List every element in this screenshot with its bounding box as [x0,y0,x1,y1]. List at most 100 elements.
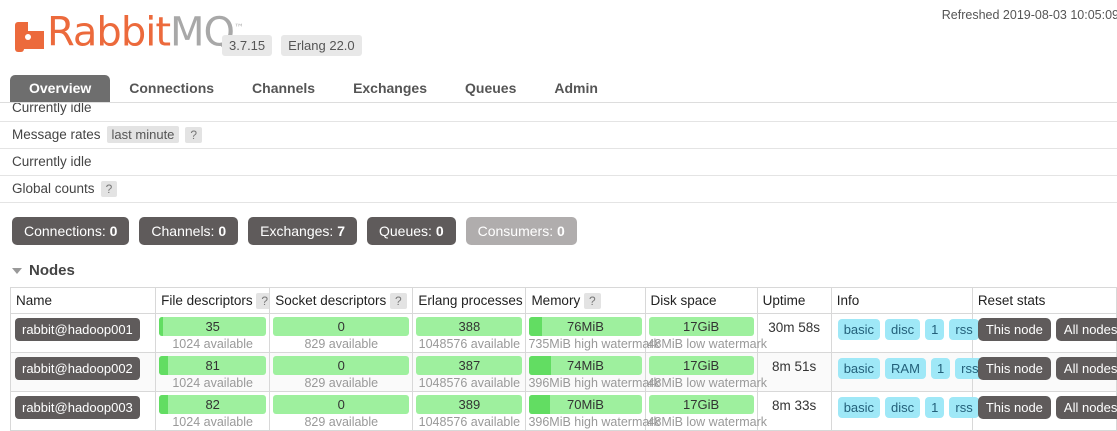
disk-space-subtext: 48MiB low watermark [647,415,768,429]
count-button-connections[interactable]: Connections: 0 [12,217,130,245]
cell-file-descriptors: 35 1024 available [155,313,271,353]
file-descriptors-value: 35 [205,319,220,334]
count-button-channels[interactable]: Channels: 0 [139,217,239,245]
rabbit-logo-icon [12,19,44,53]
info-badge-basic[interactable]: basic [837,319,881,340]
nodes-title: Nodes [29,262,75,279]
count-button-queues[interactable]: Queues: 0 [367,217,456,245]
memory-help-icon[interactable]: ? [583,293,601,309]
info-badge-1[interactable]: 1 [930,358,951,379]
cell-node-name: rabbit@hadoop002 [9,352,157,392]
column-header-memory[interactable]: Memory ? [525,287,646,314]
erlang-processes-value: 388 [458,319,481,334]
tab-admin[interactable]: Admin [535,75,617,102]
reset-this-node-button[interactable]: This node [977,396,1051,419]
info-badge-disc[interactable]: disc [885,397,921,418]
tab-overview[interactable]: Overview [10,75,111,102]
tab-channels[interactable]: Channels [233,75,335,102]
socket-descriptors-bar: 0 [273,356,410,375]
info-badge-rss[interactable]: rss [949,397,979,418]
message-rates-help-icon[interactable]: ? [185,126,203,143]
socket-descriptors-subtext: 829 available [304,337,379,351]
column-header-socket-descriptors[interactable]: Socket descriptors ? [269,287,414,314]
column-header-disk-space[interactable]: Disk space [644,287,758,314]
uptime-value: 8m 51s [772,359,817,374]
global-counts-help-icon[interactable]: ? [100,180,118,197]
reset-all-nodes-button[interactable]: All nodes [1055,318,1117,341]
bar-fill [529,317,542,336]
socket-descriptors-help-icon[interactable]: ? [390,293,407,309]
file-descriptors-bar: 35 [159,317,267,336]
count-label: Exchanges: [260,223,334,239]
global-counts-row: Global counts ? [0,176,1117,203]
memory-value: 74MiB [567,358,604,373]
info-badge-ram[interactable]: RAM [885,358,926,379]
reset-all-nodes-button[interactable]: All nodes [1055,357,1117,380]
tab-connections[interactable]: Connections [110,75,234,102]
cell-uptime: 8m 33s [756,391,832,431]
file-descriptors-value: 81 [205,358,220,373]
bar-fill [529,395,550,414]
message-rates-period-selector[interactable]: last minute [106,126,180,143]
cell-erlang-processes: 387 1048576 available [412,352,527,392]
cell-reset-stats: This node All nodes [971,313,1117,353]
count-button-exchanges[interactable]: Exchanges: 7 [248,217,357,245]
trademark-symbol: ™ [234,23,244,34]
column-header-info[interactable]: Info [830,287,973,314]
file-descriptors-subtext: 1024 available [172,376,253,390]
erlang-processes-bar: 389 [416,395,523,414]
info-badge-rss[interactable]: rss [949,319,979,340]
memory-bar: 74MiB [529,356,642,375]
tab-exchanges[interactable]: Exchanges [334,75,446,102]
count-button-consumers[interactable]: Consumers: 0 [465,217,577,245]
column-header-reset-stats[interactable]: Reset stats [971,287,1117,314]
count-label: Connections: [24,223,106,239]
info-badge-basic[interactable]: basic [837,397,881,418]
memory-value: 76MiB [567,319,604,334]
logo-text: RabbitMQ™ [47,12,244,52]
column-header-file-descriptors[interactable]: File descriptors ? [155,287,271,314]
file-descriptors-subtext: 1024 available [172,337,253,351]
cell-file-descriptors: 82 1024 available [155,391,271,431]
currently-idle-text: Currently idle [12,154,92,169]
memory-subtext: 735MiB high watermark [528,337,660,351]
nodes-table: Name File descriptors ? Socket descripto… [9,287,1117,431]
memory-subtext: 396MiB high watermark [528,415,660,429]
node-name-link[interactable]: rabbit@hadoop002 [15,357,140,380]
disk-space-bar: 17GiB [648,356,754,375]
column-header-uptime[interactable]: Uptime [756,287,832,314]
node-name-link[interactable]: rabbit@hadoop003 [15,396,140,419]
info-badge-1[interactable]: 1 [925,319,945,340]
rabbitmq-logo[interactable]: RabbitMQ™ [12,12,244,53]
count-value: 0 [105,223,118,239]
info-badge-disc[interactable]: disc [885,319,921,340]
count-label: Consumers: [477,223,554,239]
column-header-erlang-processes[interactable]: Erlang processes [412,287,527,314]
reset-this-node-button[interactable]: This node [977,357,1051,380]
file-descriptors-bar: 81 [159,356,267,375]
memory-bar: 70MiB [529,395,642,414]
cell-disk-space: 17GiB 48MiB low watermark [644,391,768,431]
uptime-value: 8m 33s [772,398,817,413]
reset-all-nodes-button[interactable]: All nodes [1055,396,1117,419]
info-badge-1[interactable]: 1 [925,397,945,418]
clipped-idle-line: Currently idle [0,100,1117,122]
cell-node-name: rabbit@hadoop001 [9,313,157,353]
reset-this-node-button[interactable]: This node [977,318,1051,341]
count-value: 7 [333,223,345,239]
node-name-link[interactable]: rabbit@hadoop001 [15,318,140,341]
tab-queues[interactable]: Queues [446,75,536,102]
cell-disk-space: 17GiB 48MiB low watermark [644,352,767,392]
disk-space-value: 17GiB [683,397,720,412]
info-badge-basic[interactable]: basic [837,358,881,379]
file-descriptors-help-icon[interactable]: ? [256,293,269,309]
cell-info: basic RAM 1 rss [830,352,985,392]
chevron-down-icon[interactable] [12,267,22,274]
count-label: Queues: [379,223,432,239]
column-header-name[interactable]: Name [9,287,157,314]
erlang-version-badge: Erlang 22.0 [281,35,362,56]
bar-fill [529,356,551,375]
nodes-section-header[interactable]: Nodes [0,258,1117,287]
table-row: rabbit@hadoop002 81 1024 available 0 829 ava… [9,352,1117,392]
info-badge-rss[interactable]: rss [955,358,985,379]
